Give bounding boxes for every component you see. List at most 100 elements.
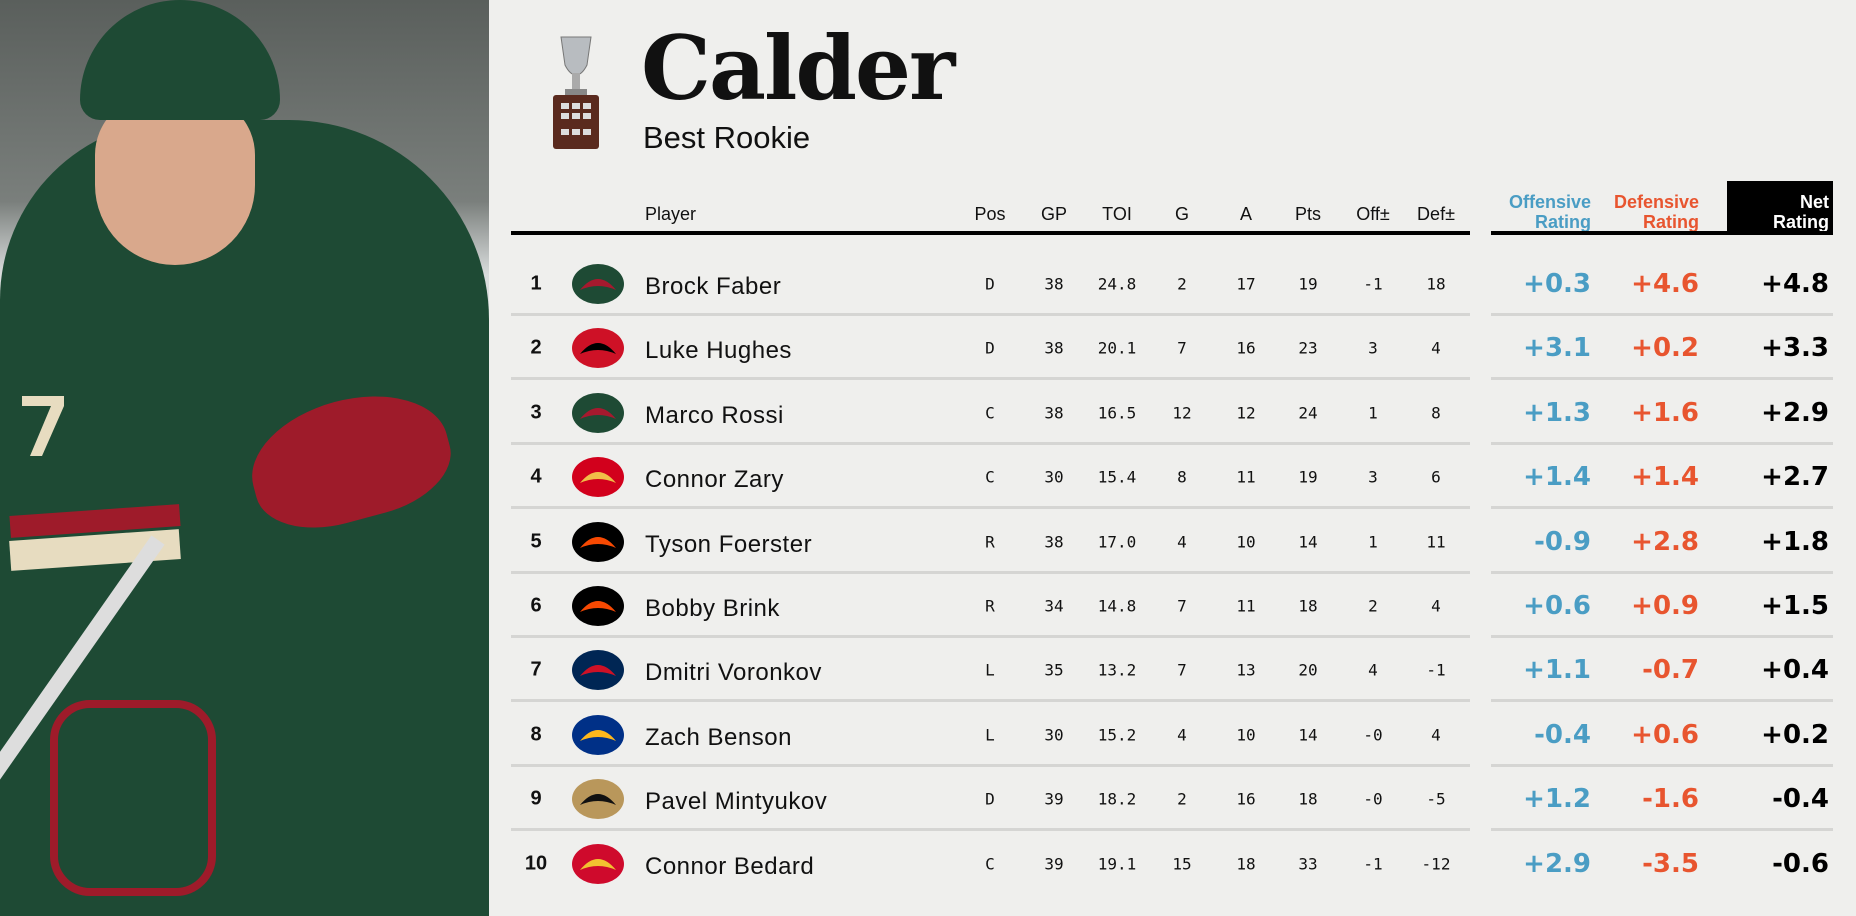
row-divider [1491,763,1833,767]
stat-g: 15 [1172,854,1192,874]
rank: 4 [530,465,542,488]
flyers-logo-icon [572,521,624,562]
table-row: 3 Marco Rossi C 38 16.5 12 12 24 1 8 +1.3 +1.6 +2… [0,381,1856,445]
stat-off: -1 [1363,274,1383,294]
stat-pos: L [985,725,995,745]
stat-pos: D [985,274,995,294]
col-header-def: Def± [1417,204,1455,224]
stat-toi: 24.8 [1097,274,1137,294]
row-divider [511,763,1470,767]
defensive-rating: +0.2 [1631,333,1699,364]
net-rating: +4.8 [1761,269,1829,299]
net-rating: +2.7 [1761,462,1829,493]
net-rating: -0.6 [1772,848,1829,879]
net-rating: +3.3 [1761,333,1829,364]
stat-gp: 35 [1044,660,1064,680]
stat-toi: 18.2 [1097,789,1137,809]
stat-gp: 34 [1044,596,1064,616]
calder-trophy-icon [553,36,599,149]
stat-def: 4 [1431,725,1441,745]
header-line: Rating [1773,212,1829,232]
blue-jackets-logo-icon [572,650,624,691]
stat-pts: 19 [1298,467,1318,487]
player-name[interactable]: Brock Faber [645,272,782,300]
jersey-number-graphic [22,396,64,456]
player-name[interactable]: Luke Hughes [645,337,792,365]
row-divider [1491,570,1833,574]
stat-toi: 20.1 [1097,338,1137,358]
offensive-rating: -0.9 [1534,526,1591,557]
player-name[interactable]: Dmitri Voronkov [645,659,822,687]
row-divider [511,828,1470,832]
stat-pts: 24 [1298,403,1318,423]
stat-def: -5 [1426,789,1446,809]
offensive-rating: +3.1 [1523,333,1591,364]
defensive-rating: -1.6 [1642,784,1699,815]
player-name[interactable]: Zach Benson [645,723,792,751]
net-rating: +2.9 [1761,397,1829,428]
row-divider [1491,441,1833,445]
player-name[interactable]: Connor Bedard [645,852,815,880]
offensive-rating: +1.2 [1523,784,1591,815]
stat-def: -12 [1421,854,1451,874]
net-rating: -0.4 [1772,784,1829,815]
defensive-rating: +1.6 [1631,397,1699,428]
row-divider [1491,313,1833,316]
stat-g: 12 [1172,403,1192,423]
row-divider [1491,828,1833,832]
stat-gp: 39 [1044,854,1064,874]
row-divider [1491,377,1833,381]
col-header-off: Off± [1356,204,1390,224]
stat-a: 17 [1236,274,1256,294]
stat-def: 6 [1431,467,1441,487]
net-rating: +1.8 [1761,526,1829,557]
stat-def: 4 [1431,596,1441,616]
defensive-rating: +1.4 [1631,462,1699,493]
stat-off: 2 [1368,596,1378,616]
rank: 3 [530,401,542,424]
stat-pos: C [985,854,995,874]
stat-gp: 38 [1044,274,1064,294]
stat-toi: 19.1 [1097,854,1137,874]
row-divider [1491,699,1833,703]
player-name[interactable]: Pavel Mintyukov [645,787,828,815]
stat-toi: 16.5 [1097,403,1137,423]
net-rating: +0.4 [1761,655,1829,686]
flames-logo-icon [572,457,624,498]
stat-g: 7 [1177,338,1187,358]
stat-off: 3 [1368,338,1378,358]
player-name[interactable]: Tyson Foerster [645,530,813,558]
stat-g: 7 [1177,660,1187,680]
col-header-pts: Pts [1294,204,1322,224]
stat-toi: 15.2 [1097,725,1137,745]
player-name[interactable]: Connor Zary [645,465,784,493]
stat-g: 4 [1177,725,1187,745]
stat-off: -0 [1363,789,1383,809]
header-line: Net [1799,192,1829,212]
player-name[interactable]: Bobby Brink [645,594,780,622]
stat-a: 16 [1236,338,1256,358]
net-rating: +0.2 [1761,719,1829,750]
rank: 1 [530,272,542,295]
stat-off: -0 [1363,725,1383,745]
stat-g: 7 [1177,596,1187,616]
rank: 5 [530,530,542,553]
player-name[interactable]: Marco Rossi [645,401,784,429]
rank: 7 [530,658,542,681]
offensive-rating: +1.4 [1523,462,1591,493]
stat-def: 4 [1431,338,1441,358]
stat-off: -1 [1363,854,1383,874]
stat-pos: C [985,403,995,423]
sabres-logo-icon [572,714,624,755]
net-rating: +1.5 [1761,591,1829,621]
stat-toi: 15.4 [1097,467,1137,487]
stat-def: 11 [1426,532,1446,552]
stat-gp: 30 [1044,725,1064,745]
row-divider [511,506,1470,510]
defensive-rating: +2.8 [1631,526,1699,557]
offensive-rating: -0.4 [1534,719,1591,750]
header-line: Rating [1643,212,1699,232]
header-rule [1491,231,1833,235]
stat-def: 18 [1426,274,1446,294]
stat-pos: D [985,338,995,358]
